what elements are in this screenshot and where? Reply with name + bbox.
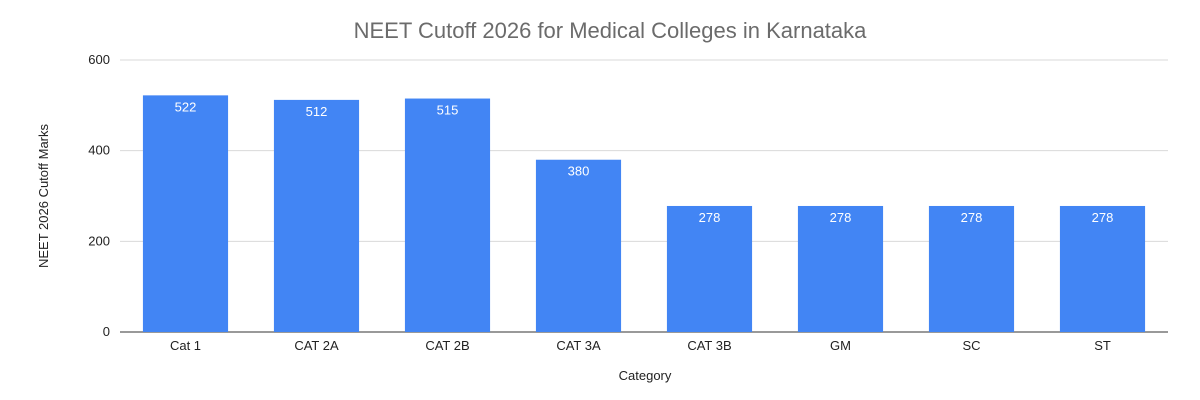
bar-value-label: 278 [699,210,721,225]
bar-value-label: 522 [175,99,197,114]
x-tick-label: ST [1094,338,1111,353]
bar [666,205,753,332]
bar [273,99,360,332]
x-tick-label: GM [830,338,851,353]
bar-value-label: 515 [437,103,459,118]
x-tick-label: CAT 3A [556,338,601,353]
bar [142,95,229,332]
bar [404,98,491,333]
x-tick-label: Cat 1 [170,338,201,353]
bar [535,159,622,332]
bar [797,205,884,332]
bar-value-label: 278 [1092,210,1114,225]
x-tick-label: SC [962,338,980,353]
bar [928,205,1015,332]
y-tick-label: 0 [103,324,110,339]
data-labels: 522 512 515 380 278 278 278 278 [175,99,1114,225]
x-tick-label: CAT 2B [425,338,469,353]
y-tick-label: 400 [88,143,110,158]
chart-title: NEET Cutoff 2026 for Medical Colleges in… [354,18,868,43]
bar-value-label: 278 [830,210,852,225]
x-tick-label: CAT 2A [294,338,339,353]
y-tick-label: 200 [88,233,110,248]
y-axis-title: NEET 2026 Cutoff Marks [36,123,51,268]
x-axis-ticks: Cat 1 CAT 2A CAT 2B CAT 3A CAT 3B GM SC ST [170,338,1111,353]
bars [142,95,1146,333]
x-axis-title: Category [619,368,672,383]
bar-value-label: 512 [306,104,328,119]
bar [1059,205,1146,332]
x-tick-label: CAT 3B [687,338,731,353]
bar-value-label: 278 [961,210,983,225]
y-axis-ticks: 0 200 400 600 [88,52,110,339]
y-tick-label: 600 [88,52,110,67]
bar-value-label: 380 [568,164,590,179]
